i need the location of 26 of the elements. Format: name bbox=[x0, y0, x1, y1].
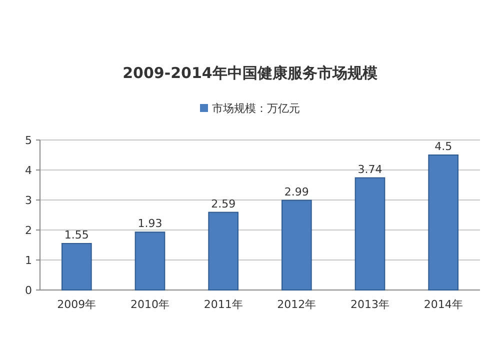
y-tick-label: 2 bbox=[25, 224, 32, 237]
data-label: 4.5 bbox=[434, 140, 452, 153]
bar bbox=[134, 232, 166, 290]
bar bbox=[62, 243, 92, 290]
x-tick-label: 2013年 bbox=[350, 298, 390, 311]
data-label: 1.55 bbox=[64, 228, 89, 242]
bar bbox=[282, 200, 312, 290]
y-tick-label: 4 bbox=[25, 164, 32, 177]
x-tick-label: 2014年 bbox=[424, 298, 463, 311]
y-tick-label: 3 bbox=[25, 194, 32, 207]
data-label: 2.99 bbox=[284, 185, 309, 198]
data-label: 1.93 bbox=[138, 217, 162, 230]
data-label: 3.74 bbox=[358, 162, 382, 176]
x-tick-label: 2009年 bbox=[57, 298, 96, 311]
legend-label: 市场规模：万亿元 bbox=[212, 102, 300, 115]
bar bbox=[208, 212, 238, 290]
y-tick-label: 5 bbox=[25, 134, 32, 147]
x-tick-label: 2012年 bbox=[277, 298, 316, 311]
data-label: 2.59 bbox=[211, 197, 236, 210]
y-tick-label: 0 bbox=[25, 284, 32, 297]
bar bbox=[428, 154, 458, 290]
y-tick-label: 1 bbox=[25, 254, 32, 267]
x-tick-label: 2010年 bbox=[130, 298, 170, 311]
x-tick-label: 2011年 bbox=[204, 298, 243, 311]
chart-title: 2009-2014年中国健康服务市场规模 bbox=[122, 64, 378, 82]
bar bbox=[354, 177, 386, 290]
